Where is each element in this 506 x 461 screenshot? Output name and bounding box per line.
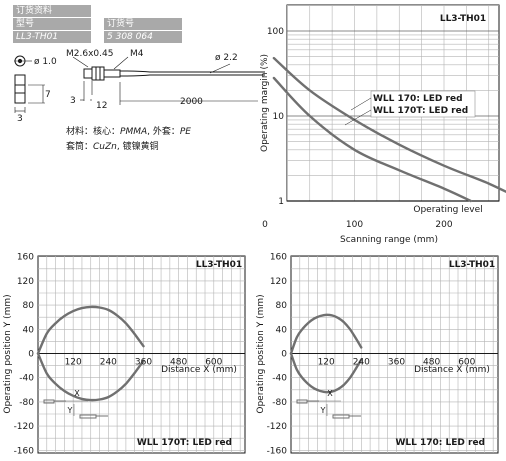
chart1-xtick-200: 200 xyxy=(435,220,452,230)
chart2-ytick-120: 120 xyxy=(17,277,34,287)
dim-7: 7 xyxy=(45,90,51,100)
chart1-series-0 xyxy=(272,56,506,194)
chart2-ytick-0: 0 xyxy=(28,350,34,360)
chart3-ylabel: Operating position Y (mm) xyxy=(256,294,266,413)
chart2-ytick-80: 80 xyxy=(23,301,35,311)
chart1-ytick-1: 1 xyxy=(278,197,284,207)
chart2-inset-y: Y xyxy=(67,406,73,415)
chart2-ytick-160: 160 xyxy=(17,253,34,263)
chart2-grid xyxy=(38,256,245,453)
chart3-inset-sketch xyxy=(296,399,361,419)
chart2-title: LL3-TH01 xyxy=(196,260,242,270)
chart3-series-upper xyxy=(289,313,363,355)
chart3-ytick--160: -160 xyxy=(267,446,288,456)
model-label: 型号 xyxy=(13,18,91,30)
dim-2000: 2000 xyxy=(180,97,203,107)
chart2-legend: WLL 170T: LED red xyxy=(137,438,232,448)
chart1-operating-level-label: Operating level xyxy=(413,205,482,215)
chart1-xtick-100: 100 xyxy=(346,220,363,230)
chart3-ytick-40: 40 xyxy=(276,325,288,335)
chart2-series-upper xyxy=(36,305,145,355)
chart2-xtick-480: 480 xyxy=(170,358,187,368)
dim-m4: M4 xyxy=(130,49,144,59)
chart2-inset-sketch xyxy=(43,399,108,419)
chart2-ylabel: Operating position Y (mm) xyxy=(3,294,13,413)
side-view-body xyxy=(14,74,26,104)
materials-line-1: 材料：核心：PMMA, 外套：PE xyxy=(66,127,191,137)
chart3-ytick--80: -80 xyxy=(272,398,287,408)
chart1-xtick-0: 0 xyxy=(262,220,268,230)
sensor-nut xyxy=(91,66,105,81)
chart2-inset-x: X xyxy=(74,389,80,398)
chart3-inset-y: Y xyxy=(320,406,326,415)
chart2-xtick-600: 600 xyxy=(205,358,222,368)
chart1-ylabel: Operating margin (%) xyxy=(260,54,270,152)
chart2-ytick--120: -120 xyxy=(14,422,35,432)
chart3-ytick-120: 120 xyxy=(270,277,287,287)
chart3-frame xyxy=(290,255,499,454)
chart3-ytick-160: 160 xyxy=(270,253,287,263)
chart3-xtick-120: 120 xyxy=(318,358,335,368)
dim-12: 12 xyxy=(96,101,107,111)
chart1-ytick-10: 10 xyxy=(273,112,285,122)
materials-line-2: 套筒：CuZn, 镀镍黄铜 xyxy=(66,142,159,152)
order-no-value: 5 308 064 xyxy=(104,31,182,43)
chart1-xlabel: Scanning range (mm) xyxy=(340,235,438,245)
chart3-inset-x: X xyxy=(327,389,333,398)
model-value: LL3-TH01 xyxy=(13,31,91,43)
operating-margin-chart: LL3-TH01 WLL 170: LED red WLL 170T: LED re… xyxy=(260,4,506,245)
chart2-xlabel: Distance X (mm) xyxy=(161,365,237,375)
chart3-ytick-0: 0 xyxy=(281,350,287,360)
chart1-legend-170t: WLL 170T: LED red xyxy=(373,106,468,116)
chart1-series-1 xyxy=(272,76,472,203)
chart3-xtick-600: 600 xyxy=(458,358,475,368)
chart1-title: LL3-TH01 xyxy=(440,14,486,24)
chart2-xtick-360: 360 xyxy=(135,358,152,368)
chart3-grid xyxy=(291,256,498,453)
order-no-label: 订货号 xyxy=(104,18,182,30)
order-header-label: 订货资料 xyxy=(13,5,91,17)
chart3-xtick-480: 480 xyxy=(423,358,440,368)
sensor-head xyxy=(83,68,93,79)
dim-3-front: 3 xyxy=(70,96,76,106)
chart1-grid xyxy=(287,5,499,201)
chart2-ytick--160: -160 xyxy=(14,446,35,456)
chart3-xtick-360: 360 xyxy=(388,358,405,368)
chart3-ytick--40: -40 xyxy=(272,374,287,384)
fiber-cable xyxy=(119,70,265,77)
chart3-ytick-80: 80 xyxy=(276,301,288,311)
chart2-series-lower xyxy=(36,352,145,402)
chart2-frame xyxy=(37,255,246,454)
chart2-xtick-240: 240 xyxy=(100,358,117,368)
chart3-ytick--120: -120 xyxy=(267,422,288,432)
dim-dia-1-0: ø 1.0 xyxy=(34,57,57,67)
chart1-legend-box xyxy=(370,90,476,118)
chart3-legend: WLL 170: LED red xyxy=(395,438,485,448)
chart1-legend-170: WLL 170: LED red xyxy=(373,94,463,104)
chart3-xlabel: Distance X (mm) xyxy=(414,365,490,375)
chart2-ytick--80: -80 xyxy=(19,398,34,408)
chart2-ytick-40: 40 xyxy=(23,325,35,335)
chart2-xtick-120: 120 xyxy=(65,358,82,368)
chart3-xtick-240: 240 xyxy=(353,358,370,368)
chart2-ytick--40: -40 xyxy=(19,374,34,384)
chart3-title: LL3-TH01 xyxy=(449,260,495,270)
chart1-ytick-100: 100 xyxy=(267,27,284,37)
dim-3-side: 3 xyxy=(17,114,23,124)
chart3-series-lower xyxy=(289,352,363,394)
dim-thread: M2.6x0.45 xyxy=(66,49,113,59)
technical-drawing: ø 1.0 7 3 M2.6x0.45 M4 ø 2.2 3 12 2000 xyxy=(14,49,265,124)
dim-dia-2-2: ø 2.2 xyxy=(215,53,238,63)
